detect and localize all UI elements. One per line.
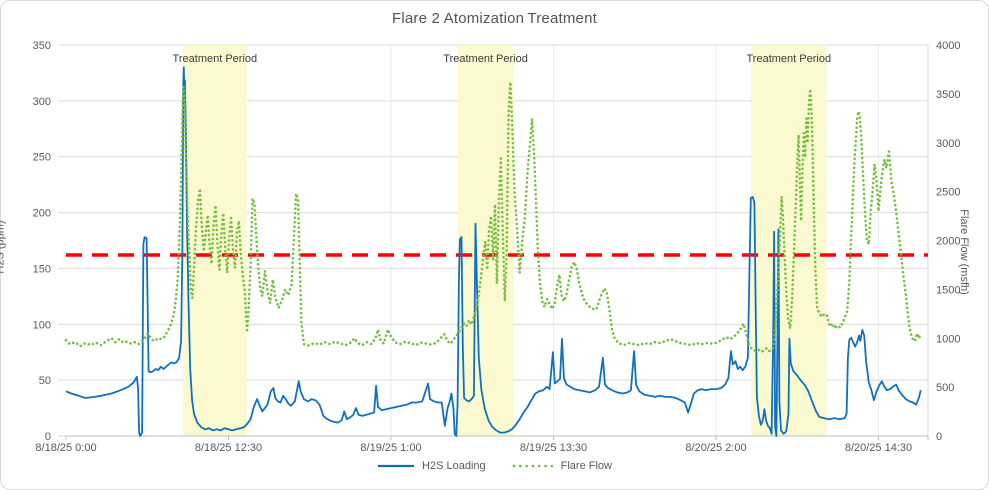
legend-label-h2s: H2S Loading: [422, 460, 486, 472]
left-tick-label: 0: [45, 431, 51, 443]
right-tick-label: 0: [936, 431, 942, 443]
left-tick-label: 300: [33, 96, 51, 108]
treatment-band-label: Treatment Period: [747, 53, 832, 65]
left-tick-label: 150: [33, 263, 51, 275]
legend-label-flare: Flare Flow: [560, 460, 612, 472]
left-tick-label: 250: [33, 152, 51, 164]
right-tick-label: 1000: [936, 333, 960, 345]
legend-item-flare: Flare Flow: [512, 460, 612, 472]
flare-flow-line-swatch: [512, 464, 553, 468]
right-tick-label: 2000: [936, 236, 960, 248]
h2s-loading-line: [65, 66, 922, 437]
right-tick-label: 3500: [936, 89, 960, 101]
legend: H2S Loading Flare Flow: [1, 460, 988, 472]
right-tick-label: 4000: [936, 40, 960, 52]
x-tick-label: 8/20/25 2:00: [685, 442, 746, 454]
x-tick-label: 8/18/25 0:00: [35, 442, 96, 454]
chart-title: Flare 2 Atomization Treatment: [392, 10, 597, 27]
left-axis-title: H2S (ppm): [0, 220, 7, 274]
treatment-band-label: Treatment Period: [173, 53, 258, 65]
left-tick-label: 350: [33, 40, 51, 52]
left-tick-label: 200: [33, 208, 51, 220]
x-tick-label: 8/19/25 13:30: [520, 442, 587, 454]
right-tick-label: 2500: [936, 187, 960, 199]
right-axis-title: Flare Flow (msfh): [958, 209, 970, 295]
left-tick-label: 50: [39, 375, 51, 387]
legend-item-h2s: H2S Loading: [377, 460, 486, 472]
right-tick-label: 1500: [936, 284, 960, 296]
x-tick-label: 8/19/25 1:00: [360, 442, 421, 454]
plot-area: Treatment Period Treatment Period Treatmen…: [33, 40, 961, 454]
x-tick-label: 8/18/25 12:30: [195, 442, 262, 454]
treatment-band-label: Treatment Period: [443, 53, 528, 65]
right-tick-label: 500: [936, 382, 954, 394]
treatment-band: [457, 45, 514, 436]
x-tick-label: 8/20/25 14:30: [845, 442, 912, 454]
right-tick-label: 3000: [936, 138, 960, 150]
flare-flow-line: [64, 80, 923, 354]
left-tick-label: 100: [33, 319, 51, 331]
h2s-line-swatch: [378, 464, 415, 468]
